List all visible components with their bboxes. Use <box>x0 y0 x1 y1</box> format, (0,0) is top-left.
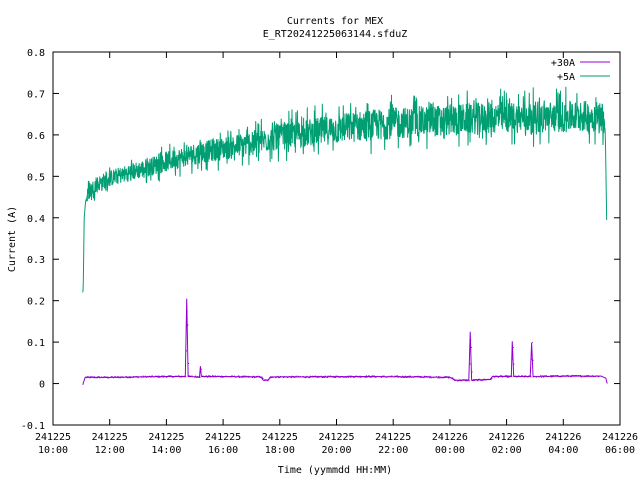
y-axis: -0.1 0 0.1 0.2 0.3 0.4 0.5 0.6 0.7 0.8 <box>21 48 620 432</box>
legend: +30A +5A <box>551 58 610 83</box>
chart-title: Currents for MEX <box>287 16 383 27</box>
x-tick-label-time: 00:00 <box>435 445 465 456</box>
y-tick-label: 0.3 <box>27 255 45 266</box>
x-tick-label-date: 241225 <box>205 432 241 443</box>
x-tick-label-time: 18:00 <box>265 445 295 456</box>
x-tick-label-time: 14:00 <box>151 445 181 456</box>
y-tick-label: 0.2 <box>27 297 45 308</box>
x-tick-label-time: 10:00 <box>38 445 68 456</box>
x-axis: 241225 10:00 241225 12:00 241225 14:00 241225 1… <box>35 52 638 456</box>
x-tick-label-time: 12:00 <box>95 445 125 456</box>
y-tick-label: -0.1 <box>21 421 45 432</box>
x-tick-label-date: 241225 <box>148 432 184 443</box>
x-tick-label-time: 20:00 <box>321 445 351 456</box>
x-axis-label: Time (yymmdd HH:MM) <box>278 465 392 476</box>
x-tick-label-time: 16:00 <box>208 445 238 456</box>
x-tick-label-time: 22:00 <box>378 445 408 456</box>
legend-label-5a: +5A <box>557 72 575 83</box>
x-tick-label-date: 241226 <box>545 432 581 443</box>
series-30a-line <box>82 298 608 385</box>
y-tick-label: 0.6 <box>27 131 45 142</box>
y-tick-label: 0 <box>39 380 45 391</box>
x-tick-label-time: 02:00 <box>492 445 522 456</box>
x-tick-label-date: 241226 <box>489 432 525 443</box>
x-tick-label-date: 241225 <box>375 432 411 443</box>
x-tick-label-date: 241225 <box>92 432 128 443</box>
y-tick-label: 0.8 <box>27 48 45 59</box>
y-axis-label: Current (A) <box>7 206 18 272</box>
y-tick-label: 0.1 <box>27 338 45 349</box>
series-layer <box>82 86 608 385</box>
chart-subtitle: E_RT20241225063144.sfduZ <box>263 29 408 40</box>
x-tick-label-date: 241226 <box>432 432 468 443</box>
x-tick-label-date: 241225 <box>35 432 71 443</box>
legend-label-30a: +30A <box>551 58 575 69</box>
series-5a-line <box>82 86 608 293</box>
x-tick-label-date: 241225 <box>262 432 298 443</box>
y-tick-label: 0.4 <box>27 214 45 225</box>
y-tick-label: 0.7 <box>27 89 45 100</box>
x-tick-label-time: 04:00 <box>548 445 578 456</box>
x-tick-label-date: 241225 <box>318 432 354 443</box>
x-tick-label-time: 06:00 <box>605 445 635 456</box>
x-tick-label-date: 241226 <box>602 432 638 443</box>
y-tick-label: 0.5 <box>27 172 45 183</box>
